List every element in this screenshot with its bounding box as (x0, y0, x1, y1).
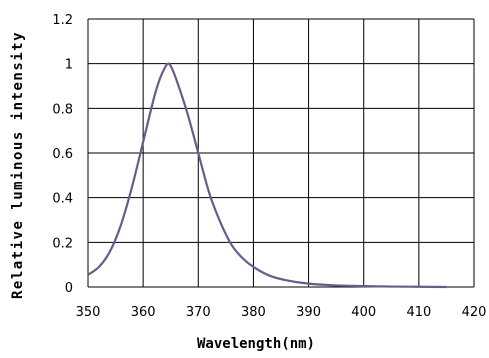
x-tick-label: 400 (351, 305, 376, 320)
x-tick-label: 350 (76, 305, 101, 320)
series-line (87, 62, 447, 289)
x-tick-label: 420 (462, 305, 487, 320)
y-tick-label: 1 (65, 58, 73, 73)
y-tick-label: 0.6 (52, 147, 73, 162)
x-tick-label: 410 (406, 305, 431, 320)
y-axis-title: Relative luminous intensity (10, 31, 26, 299)
y-tick-label: 0.8 (52, 102, 73, 117)
x-tick-label: 370 (186, 305, 211, 320)
y-tick-label: 0.2 (52, 236, 73, 251)
y-tick-label: 0.4 (52, 192, 73, 207)
y-tick-label: 1.2 (52, 13, 73, 28)
y-tick-labels: 0 0.2 0.4 0.6 0.8 1 1.2 (52, 13, 73, 296)
x-tick-label: 360 (131, 305, 156, 320)
x-tick-label: 390 (296, 305, 321, 320)
series-layer (87, 62, 447, 289)
gridlines (87, 18, 475, 288)
x-axis-title: Wavelength(nm) (197, 336, 315, 352)
y-tick-label: 0 (65, 281, 73, 296)
x-tick-label: 380 (241, 305, 266, 320)
x-tick-labels: 350 360 370 380 390 400 410 420 (76, 305, 487, 320)
